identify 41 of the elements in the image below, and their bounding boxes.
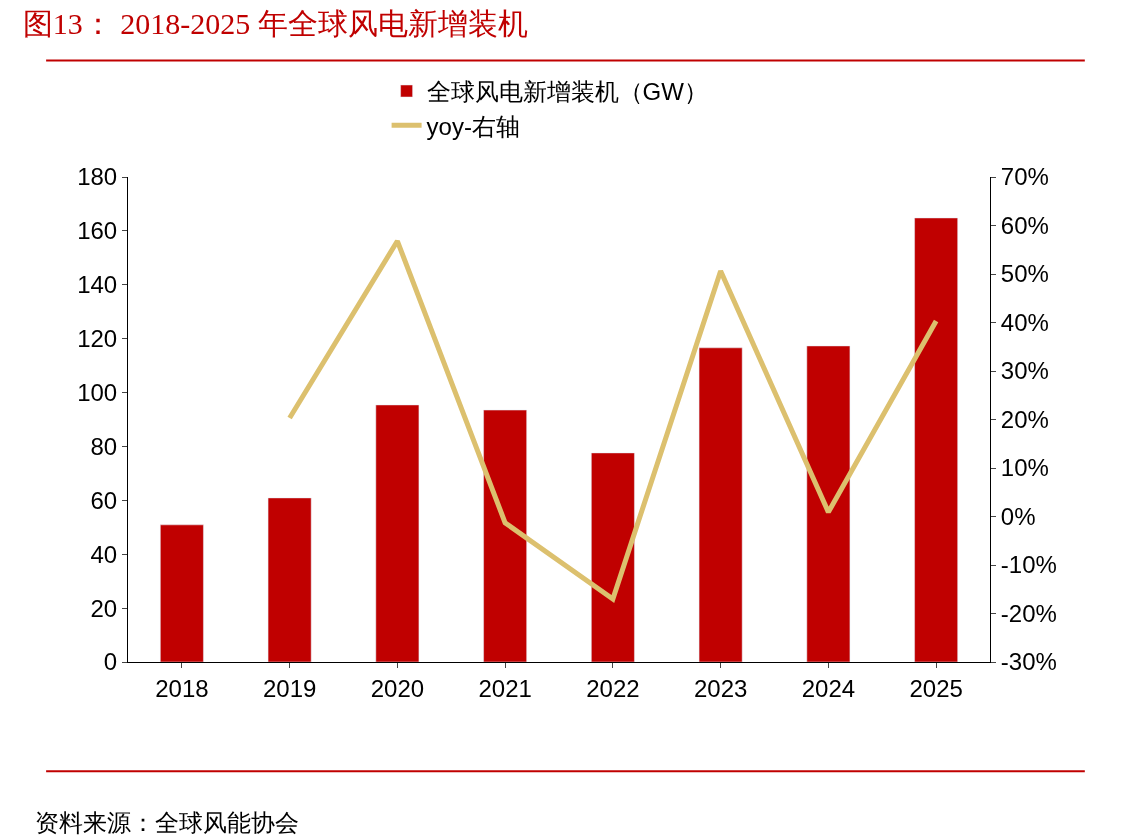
legend-label: 全球风电新增装机（GW） bbox=[426, 78, 708, 106]
legend-label: yoy-右轴 bbox=[426, 112, 520, 140]
y2-tick-label: 50% bbox=[1000, 260, 1049, 288]
y2-tick-label: -10% bbox=[1000, 551, 1057, 579]
bar bbox=[160, 524, 204, 662]
y-tick-label: 180 bbox=[77, 163, 118, 191]
text: 资料来源：全球风能协会 bbox=[35, 810, 299, 836]
y2-tick-label: -20% bbox=[1000, 599, 1057, 627]
x-tick-label: 2021 bbox=[478, 674, 532, 702]
y2-tick-label: -30% bbox=[1000, 648, 1057, 676]
y-tick-label: 160 bbox=[77, 217, 118, 245]
x-tick-label: 2020 bbox=[370, 674, 425, 702]
bar bbox=[483, 409, 527, 662]
y2-tick-label: 70% bbox=[1000, 163, 1049, 191]
y2-tick-label: 20% bbox=[1000, 405, 1049, 433]
bar bbox=[914, 217, 958, 662]
chart-title: 图13： 2018-2025 年全球风电新增装机 bbox=[22, 6, 528, 40]
x-tick-label: 2024 bbox=[801, 674, 856, 702]
bar bbox=[806, 345, 851, 662]
y-tick-label: 140 bbox=[77, 271, 118, 299]
y2-tick-label: 0% bbox=[1000, 502, 1036, 530]
y2-tick-label: 30% bbox=[1000, 357, 1049, 385]
y-tick-label: 80 bbox=[90, 432, 118, 460]
y2-tick-label: 60% bbox=[1000, 211, 1049, 239]
y2-tick-label: 40% bbox=[1000, 308, 1049, 336]
y-tick-label: 20 bbox=[90, 594, 118, 622]
x-tick-label: 2018 bbox=[155, 674, 209, 702]
bar bbox=[698, 347, 743, 662]
x-tick-label: 2022 bbox=[586, 674, 640, 702]
y-tick-label: 100 bbox=[77, 378, 118, 406]
y-tick-label: 120 bbox=[77, 325, 118, 353]
y-tick-label: 40 bbox=[90, 540, 118, 568]
y-tick-label: 60 bbox=[90, 486, 118, 514]
x-tick-label: 2023 bbox=[693, 674, 748, 702]
bar bbox=[267, 497, 312, 662]
bar bbox=[375, 404, 420, 662]
y2-tick-label: 10% bbox=[1000, 454, 1049, 482]
x-tick-label: 2019 bbox=[262, 674, 317, 702]
x-tick-label: 2025 bbox=[909, 674, 963, 702]
y-tick-label: 0 bbox=[103, 648, 118, 676]
bar bbox=[591, 452, 635, 662]
